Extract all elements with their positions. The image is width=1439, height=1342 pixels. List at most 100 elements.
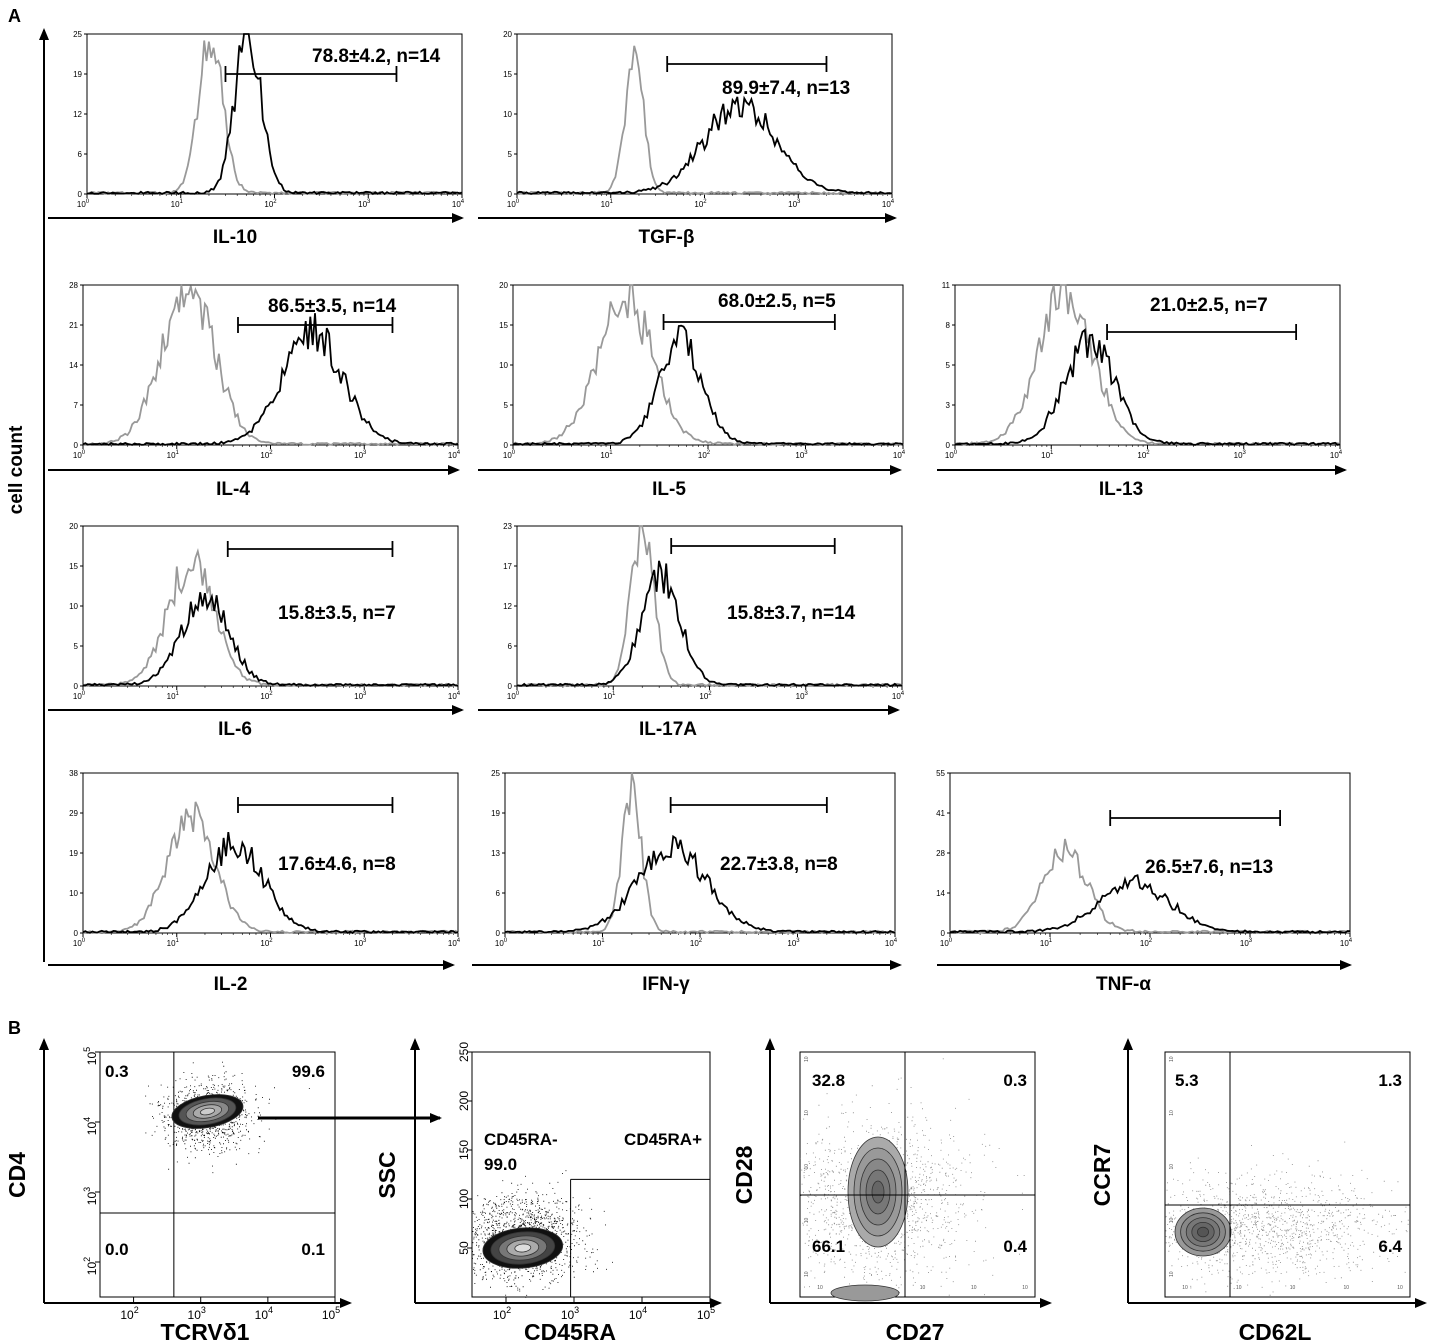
x-tick-label: 102 [699, 691, 712, 701]
series-stained [949, 874, 1351, 934]
plot-frame [82, 525, 459, 687]
series-isotype [504, 772, 896, 935]
x-tick-label: 104 [882, 199, 895, 209]
x-tick-label: 101 [600, 450, 613, 460]
y-tick-label: 0 [74, 929, 79, 938]
series-stained [954, 328, 1341, 447]
y-tick-label: 150 [457, 1140, 471, 1160]
x-tick-label: 102 [1137, 450, 1150, 460]
y-tick-label: 10 [503, 110, 512, 119]
series-stained [82, 592, 459, 688]
y-tick-label: 10 [69, 889, 78, 898]
x-tick-label: 100 [73, 450, 86, 460]
x-axis-title: CD27 [886, 1319, 945, 1342]
x-tick-label: 100 [503, 450, 516, 460]
panel-a-letter: A [8, 6, 21, 26]
quadrant-upper-left: 5.3 [1175, 1071, 1199, 1090]
x-tick-label: 103 [354, 938, 367, 948]
dotplot-CD28-vs-CD27: CD28CD271010101010101010101032.80.366.10… [731, 1038, 1052, 1342]
x-axis-title: CD62L [1239, 1319, 1312, 1342]
y-tick-label: 11 [942, 281, 951, 290]
x-tick-label: 103 [1234, 450, 1247, 460]
x-tick-label: 103 [1240, 938, 1253, 948]
y-tick-label: 23 [503, 522, 512, 531]
svg-text:10: 10 [804, 1217, 810, 1223]
y-tick-label: 6 [508, 642, 513, 651]
y-tick-label: 20 [499, 281, 508, 290]
y-axis-title: SSC [374, 1151, 400, 1198]
y-tick-label: 28 [69, 281, 78, 290]
x-tick-label: 101 [592, 938, 605, 948]
plot-frame [471, 1051, 711, 1298]
svg-text:10: 10 [920, 1285, 926, 1291]
x-tick-label: 103 [358, 199, 371, 209]
y-tick-label: 12 [503, 602, 512, 611]
y-tick-label: 200 [457, 1091, 471, 1111]
x-tick-label: 104 [629, 1305, 647, 1322]
y-tick-label: 104 [82, 1117, 99, 1135]
quadrant-lower-right: 6.4 [1378, 1237, 1402, 1256]
gate-bracket [237, 317, 394, 333]
y-tick-label: 3 [946, 401, 951, 410]
quadrant-lower-left: 0.0 [105, 1240, 129, 1259]
x-tick-label: 104 [448, 450, 461, 460]
gate-percentage: 17.6±4.6, n=8 [278, 854, 396, 875]
quadrant-upper-left: 0.3 [105, 1062, 129, 1081]
gate-bracket [224, 66, 398, 82]
x-tick-label: 104 [1330, 450, 1343, 460]
x-axis-title: IL-17A [639, 719, 697, 740]
gate-percentage: 26.5±7.6, n=13 [1145, 857, 1273, 878]
x-tick-label: 101 [171, 199, 184, 209]
y-tick-label: 29 [69, 809, 78, 818]
y-tick-label: 5 [946, 361, 951, 370]
histogram-IL-13: 0 3 5 8 11 100 101 102 103 104 21.0±2.5, n=7 IL-13 [937, 281, 1347, 500]
series-isotype [954, 284, 1341, 447]
y-tick-label: 13 [491, 849, 500, 858]
x-tick-label: 101 [1040, 938, 1053, 948]
x-tick-label: 102 [260, 691, 273, 701]
x-tick-label: 102 [260, 938, 273, 948]
x-axis-title: IL-13 [1099, 479, 1143, 500]
x-tick-label: 103 [795, 450, 808, 460]
x-tick-label: 100 [945, 450, 958, 460]
series-isotype [82, 548, 459, 688]
y-tick-label: 6 [496, 889, 501, 898]
series-isotype [82, 284, 459, 446]
gate-bracket [662, 314, 836, 330]
x-axis-title: IL-10 [213, 227, 257, 248]
series-stained [516, 560, 903, 688]
histogram-IL-17A: 0 6 12 17 23 100 101 102 103 104 15.8±3.7, n=14 IL-… [478, 522, 905, 740]
y-tick-label: 14 [69, 361, 78, 370]
plot-frame [949, 772, 1351, 934]
series-isotype [512, 284, 904, 446]
y-tick-label: 10 [499, 361, 508, 370]
panel-b-letter: B [8, 1018, 21, 1038]
x-tick-label: 101 [167, 450, 180, 460]
series-stained [504, 834, 896, 935]
histogram-TGF-β: 0 5 10 15 20 100 101 102 103 104 89.9±7.4, n=13 TGF… [478, 30, 897, 248]
svg-text:10: 10 [1169, 1110, 1175, 1116]
x-tick-label: 104 [885, 938, 898, 948]
y-tick-label: 55 [936, 769, 945, 778]
gate-percentage: 21.0±2.5, n=7 [1150, 295, 1268, 316]
x-tick-label: 103 [787, 938, 800, 948]
x-tick-label: 104 [448, 691, 461, 701]
x-tick-label: 104 [452, 199, 465, 209]
gate-percentage: 68.0±2.5, n=5 [718, 291, 836, 312]
x-tick-label: 102 [264, 199, 277, 209]
x-axis-title: TCRVδ1 [161, 1319, 250, 1342]
histogram-IL-10: 0 6 12 19 25 100 101 102 103 104 78.8±4.2, n=14 IL-… [48, 30, 465, 248]
y-tick-label: 0 [74, 441, 79, 450]
series-stained [82, 831, 459, 935]
x-tick-label: 101 [167, 938, 180, 948]
x-tick-label: 101 [1041, 450, 1054, 460]
series-stained [86, 33, 463, 196]
x-tick-label: 103 [354, 450, 367, 460]
y-tick-label: 0 [78, 190, 83, 199]
y-tick-label: 10 [69, 602, 78, 611]
y-tick-label: 15 [69, 562, 78, 571]
svg-text:10: 10 [1169, 1056, 1175, 1062]
y-tick-label: 7 [74, 401, 79, 410]
